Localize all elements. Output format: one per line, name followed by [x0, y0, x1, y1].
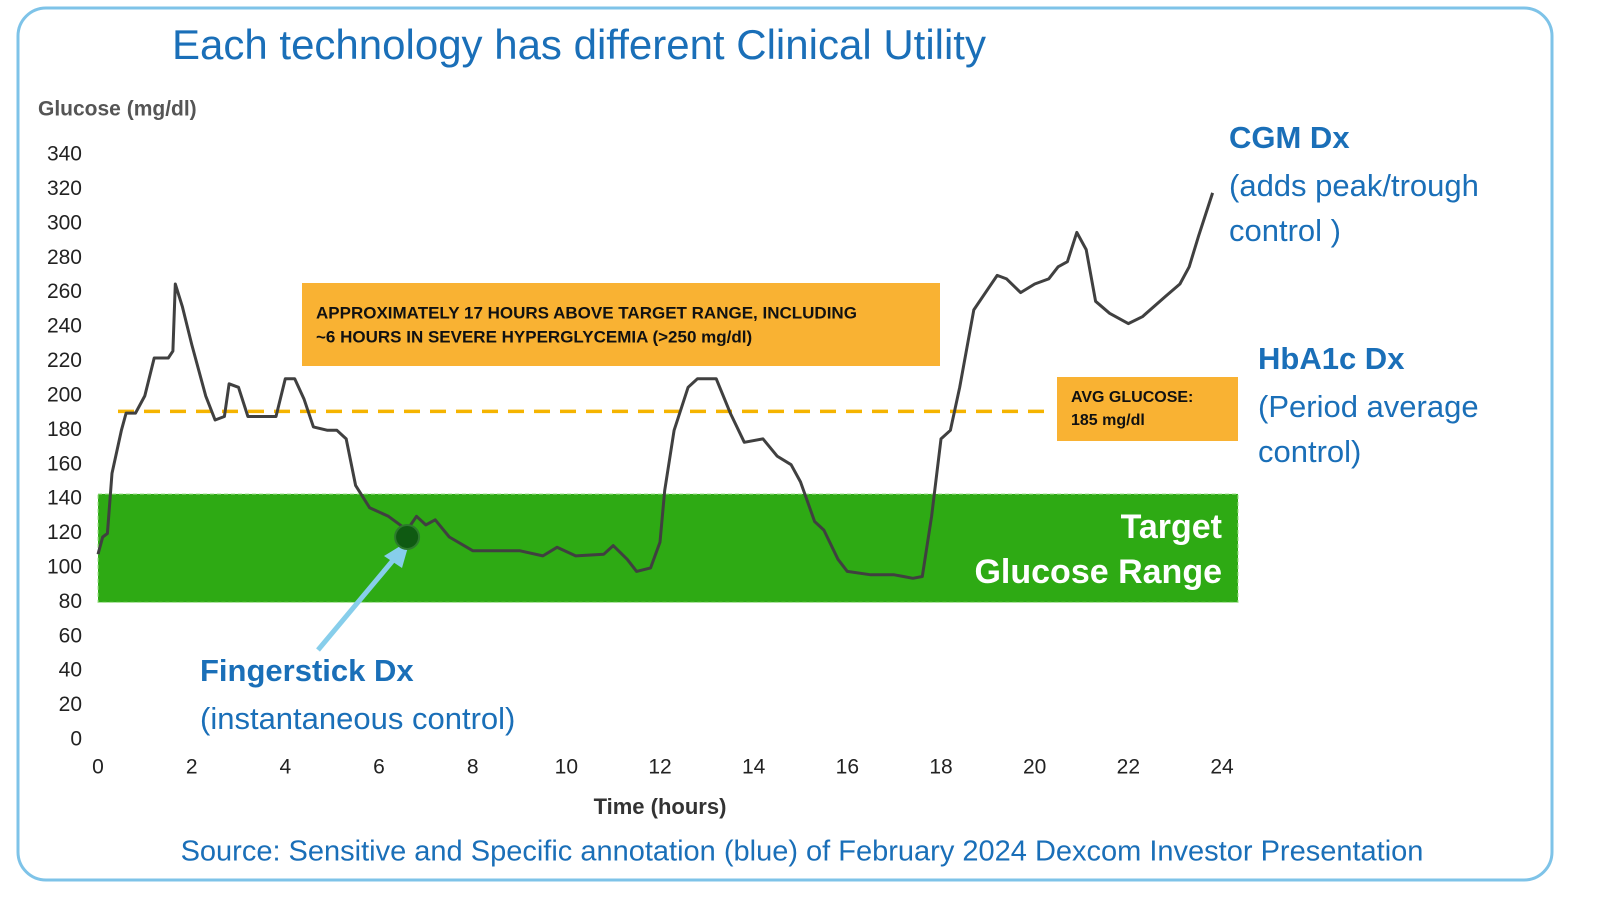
y-tick-label: 320 — [47, 177, 82, 200]
x-tick-label: 18 — [929, 756, 952, 779]
hours-box-text: APPROXIMATELY 17 HOURS ABOVE TARGET RANG… — [316, 303, 857, 322]
avg-box-text: AVG GLUCOSE: — [1071, 389, 1193, 406]
x-tick-label: 4 — [279, 756, 291, 779]
hours-box — [302, 283, 940, 366]
target-label: Target — [1121, 508, 1222, 546]
target-label: Glucose Range — [974, 553, 1222, 591]
cgm-text: control ) — [1229, 213, 1341, 248]
y-tick-label: 260 — [47, 280, 82, 303]
y-tick-label: 40 — [59, 659, 82, 682]
y-tick-label: 0 — [70, 728, 82, 751]
cgm-title: CGM Dx — [1229, 120, 1350, 155]
x-tick-label: 22 — [1117, 756, 1140, 779]
y-tick-label: 340 — [47, 143, 82, 166]
hba1c-text: control) — [1258, 434, 1361, 469]
x-tick-label: 0 — [92, 756, 104, 779]
cgm-text: (adds peak/trough — [1229, 168, 1479, 203]
hba1c-text: (Period average — [1258, 389, 1479, 424]
x-tick-label: 8 — [467, 756, 479, 779]
avg-box — [1057, 377, 1238, 441]
hours-box-text: ~6 HOURS IN SEVERE HYPERGLYCEMIA (>250 m… — [316, 327, 752, 346]
target-band — [97, 493, 1239, 603]
fingerstick-point — [394, 523, 421, 550]
y-tick-label: 300 — [47, 211, 82, 234]
x-tick-label: 6 — [373, 756, 385, 779]
x-tick-label: 16 — [836, 756, 859, 779]
x-axis-label: Time (hours) — [594, 794, 727, 819]
frame — [16, 6, 1554, 882]
y-tick-label: 20 — [59, 693, 82, 716]
x-tick-label: 12 — [648, 756, 671, 779]
y-tick-label: 80 — [59, 590, 82, 613]
y-tick-label: 60 — [59, 624, 82, 647]
source: Source: Sensitive and Specific annotatio… — [181, 836, 1424, 868]
y-tick-label: 140 — [47, 487, 82, 510]
arrow — [316, 550, 402, 652]
x-tick-label: 14 — [742, 756, 766, 779]
y-tick-label: 160 — [47, 452, 82, 475]
y-tick-label: 280 — [47, 246, 82, 269]
fingerstick-title: Fingerstick Dx — [200, 653, 414, 688]
y-tick-label: 200 — [47, 383, 82, 406]
chart-title: Each technology has different Clinical U… — [172, 21, 986, 68]
y-tick-label: 240 — [47, 315, 82, 338]
x-tick-label: 24 — [1210, 756, 1234, 779]
x-tick-label: 2 — [186, 756, 198, 779]
hba1c-title: HbA1c Dx — [1258, 341, 1405, 376]
y-tick-label: 100 — [47, 555, 82, 578]
glucose-line — [96, 192, 1215, 580]
y-tick-label: 120 — [47, 521, 82, 544]
x-tick-label: 20 — [1023, 756, 1046, 779]
fingerstick-text: (instantaneous control) — [200, 701, 515, 736]
x-tick-label: 10 — [555, 756, 578, 779]
y-tick-label: 180 — [47, 418, 82, 441]
y-tick-label: 220 — [47, 349, 82, 372]
y-axis-label: Glucose (mg/dl) — [38, 98, 197, 121]
avg-box-text: 185 mg/dl — [1071, 412, 1145, 429]
